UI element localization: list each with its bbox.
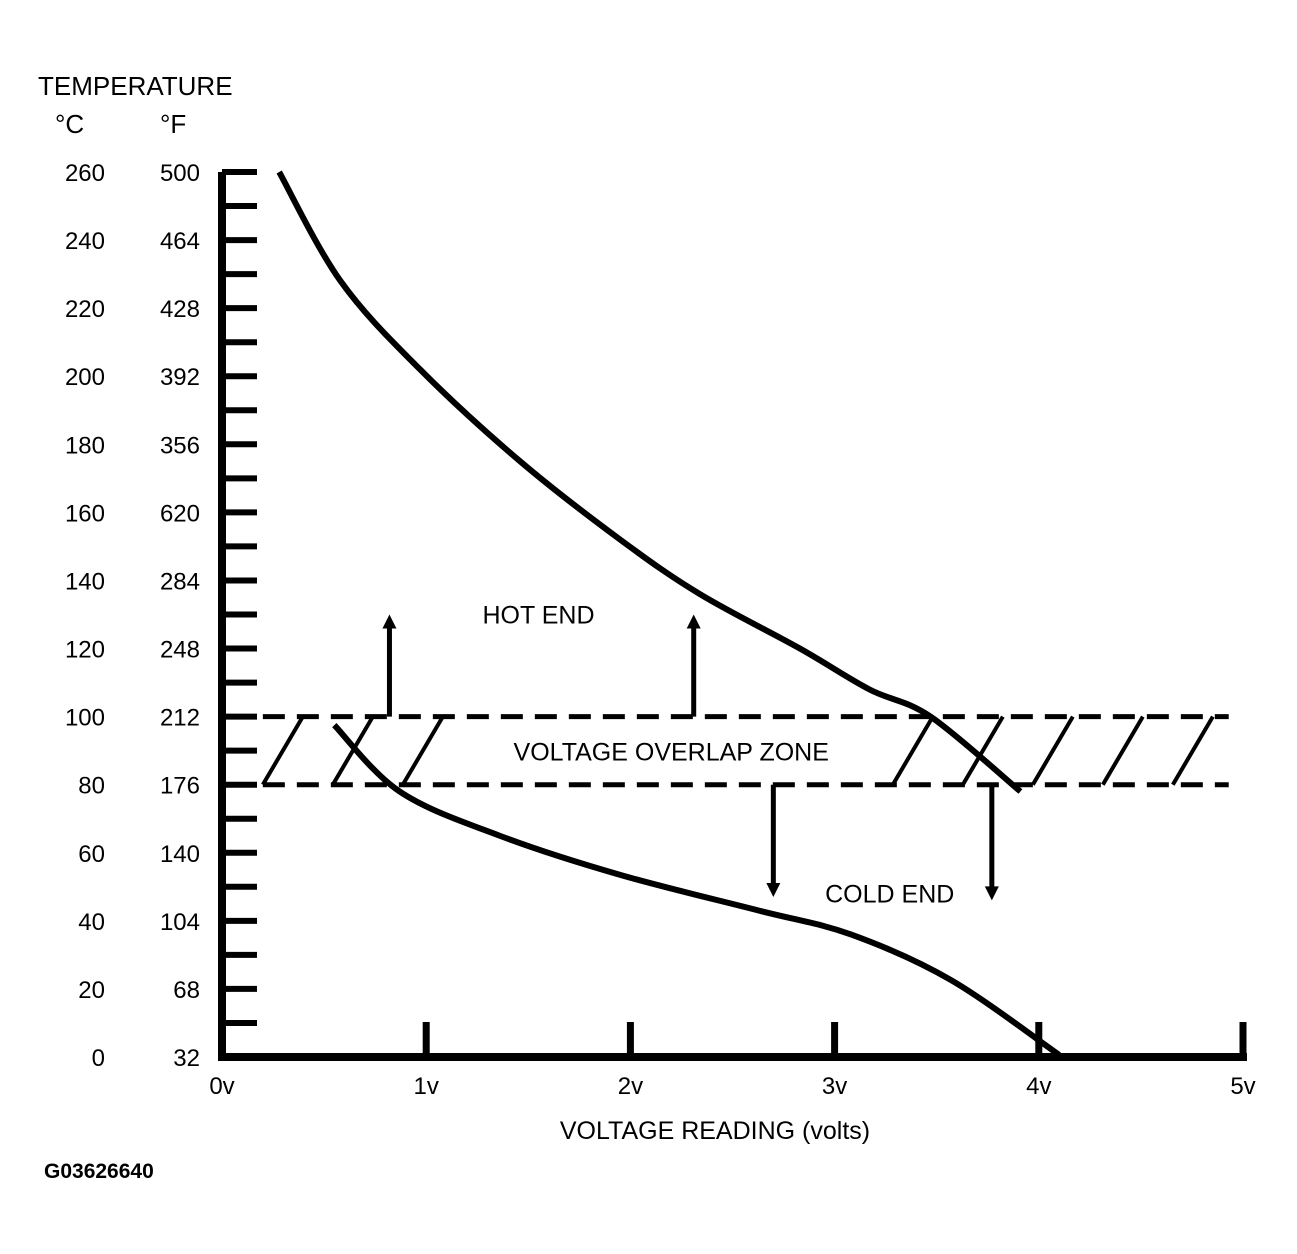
arrow-down-head — [766, 883, 781, 898]
annotation-label: HOT END — [482, 602, 594, 630]
x-tick-label: 4v — [1026, 1073, 1051, 1100]
x-tick-label: 5v — [1230, 1073, 1255, 1100]
overlap-zone-hatch — [1101, 715, 1145, 786]
y-unit-celsius: °C — [55, 109, 84, 139]
x-tick-label: 1v — [414, 1073, 439, 1100]
cold-end-curve — [332, 723, 1061, 1058]
y-tick-label-fahrenheit: 428 — [160, 296, 200, 323]
figure-id: G03626640 — [44, 1160, 154, 1183]
y-tick-label-celsius: 60 — [78, 841, 105, 868]
y-tick-label-celsius: 180 — [65, 432, 105, 459]
y-axis-title: TEMPERATURE — [38, 71, 233, 101]
overlap-zone-hatch — [261, 715, 305, 786]
overlap-zone-hatch — [961, 715, 1005, 786]
y-tick-label-fahrenheit: 104 — [160, 909, 200, 936]
overlap-zone-hatch — [891, 715, 935, 786]
arrow-up-head — [686, 614, 701, 629]
y-tick-label-fahrenheit: 140 — [160, 841, 200, 868]
y-tick-label-fahrenheit: 392 — [160, 364, 200, 391]
y-tick-label-celsius: 200 — [65, 364, 105, 391]
y-tick-label-fahrenheit: 356 — [160, 432, 200, 459]
y-tick-label-fahrenheit: 32 — [173, 1045, 200, 1072]
y-tick-label-fahrenheit: 500 — [160, 160, 200, 187]
y-tick-label-celsius: 140 — [65, 568, 105, 595]
y-tick-label-celsius: 40 — [78, 909, 105, 936]
y-tick-label-fahrenheit: 248 — [160, 637, 200, 664]
y-tick-label-celsius: 0 — [92, 1045, 105, 1072]
arrow-up-head — [382, 614, 397, 629]
y-tick-label-celsius: 220 — [65, 296, 105, 323]
x-tick-label: 3v — [822, 1073, 847, 1100]
y-tick-label-fahrenheit: 464 — [160, 228, 200, 255]
overlap-zone-hatch — [401, 715, 445, 786]
arrow-down-head — [984, 886, 999, 901]
y-tick-label-celsius: 20 — [78, 977, 105, 1004]
x-tick-label: 0v — [209, 1073, 234, 1100]
y-tick-label-fahrenheit: 212 — [160, 705, 200, 732]
y-tick-label-celsius: 80 — [78, 773, 105, 800]
y-tick-label-celsius: 160 — [65, 500, 105, 527]
x-axis-title: VOLTAGE READING (volts) — [560, 1117, 870, 1145]
y-tick-label-celsius: 240 — [65, 228, 105, 255]
y-tick-label-celsius: 260 — [65, 160, 105, 187]
y-unit-fahrenheit: °F — [160, 109, 186, 139]
x-tick-label: 2v — [618, 1073, 643, 1100]
y-tick-label-fahrenheit: 284 — [160, 568, 200, 595]
overlap-zone-label: VOLTAGE OVERLAP ZONE — [514, 739, 829, 767]
y-tick-label-celsius: 120 — [65, 637, 105, 664]
annotation-label: COLD END — [825, 881, 954, 909]
overlap-zone-hatch — [1031, 715, 1075, 786]
y-tick-label-fahrenheit: 68 — [173, 977, 200, 1004]
overlap-zone-hatch — [1171, 715, 1215, 786]
hot-end-curve — [276, 170, 1023, 794]
y-tick-label-fahrenheit: 176 — [160, 773, 200, 800]
y-tick-label-celsius: 100 — [65, 705, 105, 732]
y-tick-label-fahrenheit: 620 — [160, 500, 200, 527]
